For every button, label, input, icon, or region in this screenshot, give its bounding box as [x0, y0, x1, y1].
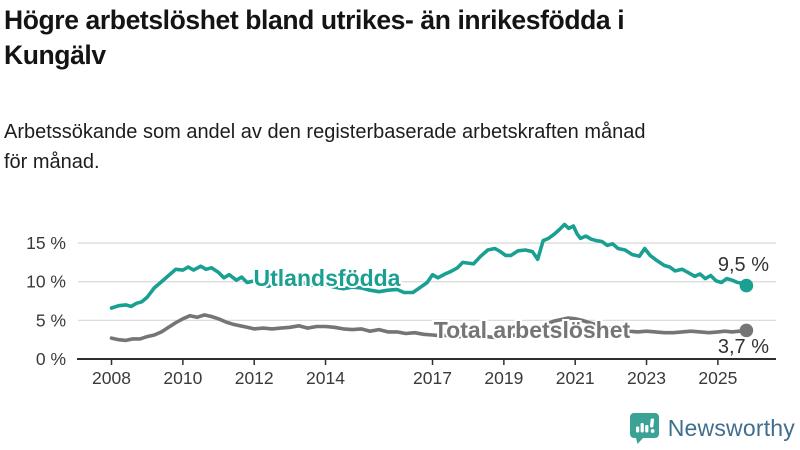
y-tick-label-5: 5 % [36, 310, 66, 330]
x-tick-label-2014: 2014 [306, 368, 345, 388]
series-end-value-total: 3,7 % [718, 336, 769, 358]
newsworthy-brand-name: Newsworthy [667, 414, 795, 441]
y-tick-label-10: 10 % [26, 272, 66, 292]
chart-subtitle: Arbetssökande som andel av den registerb… [4, 117, 800, 177]
x-tick-label-2010: 2010 [163, 368, 202, 388]
series-end-dot-total [739, 323, 754, 338]
chart-subtitle-line-2: för månad. [4, 151, 100, 173]
series-line-total [109, 313, 749, 343]
x-tick-label-2025: 2025 [698, 368, 737, 388]
x-tick-label-2008: 2008 [92, 368, 131, 388]
series-label-total: Total arbetslöshet [434, 317, 631, 343]
y-tick-label-0: 0 % [36, 349, 66, 369]
x-tick-label-2019: 2019 [484, 368, 523, 388]
newsworthy-logo-icon [629, 412, 659, 444]
series-label-utlandsfodda: Utlandsfödda [254, 265, 401, 291]
x-tick-label-2023: 2023 [627, 368, 666, 388]
chart-title-line-2: Kungälv [4, 40, 106, 70]
chart-title: Högre arbetslöshet bland utrikes- än inr… [4, 3, 800, 73]
newsworthy-brand-link[interactable]: Newsworthy [629, 411, 795, 445]
y-tick-label-15: 15 % [26, 233, 66, 253]
x-tick-label-2012: 2012 [235, 368, 274, 388]
x-tick-label-2021: 2021 [556, 368, 595, 388]
chart-subtitle-line-1: Arbetssökande som andel av den registerb… [4, 121, 646, 143]
series-end-dot-utlandsfodda [739, 278, 754, 293]
x-tick-label-2017: 2017 [413, 368, 452, 388]
series-line-utlandsfodda [109, 222, 749, 310]
series-end-value-utlandsfodda: 9,5 % [718, 254, 769, 276]
chart-title-line-1: Högre arbetslöshet bland utrikes- än inr… [4, 5, 625, 35]
